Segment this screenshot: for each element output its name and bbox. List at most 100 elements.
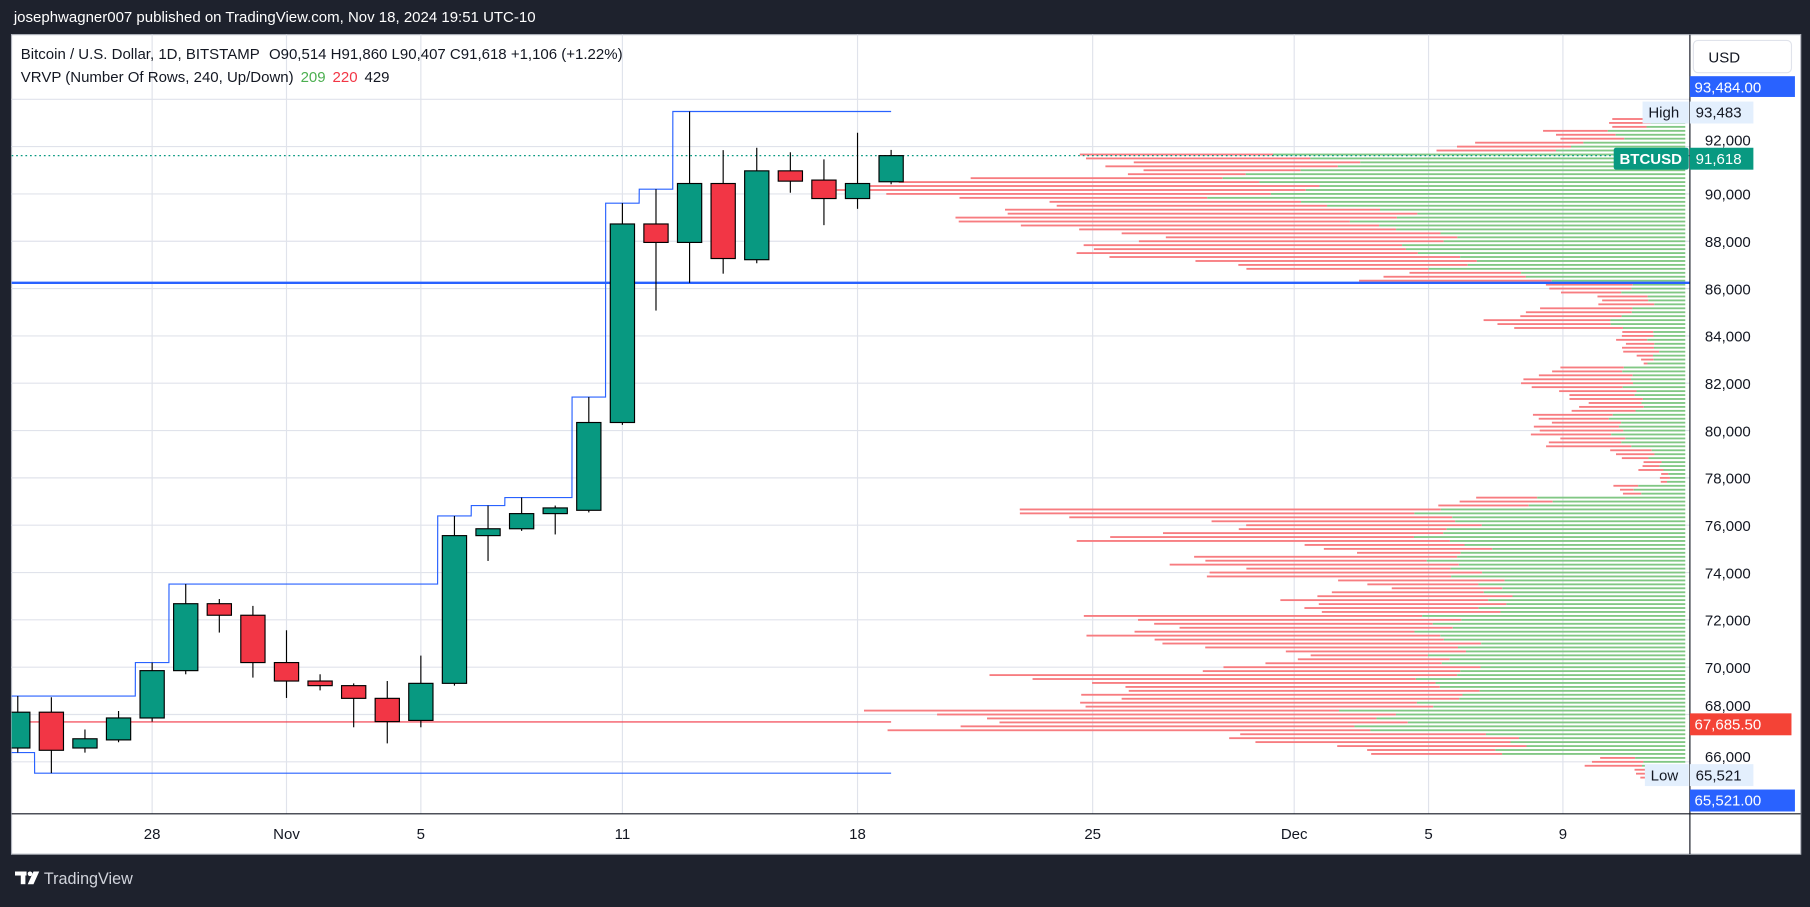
- volume-profile-down-bar: [1134, 630, 1415, 633]
- candle[interactable]: [811, 159, 837, 226]
- candle[interactable]: [508, 497, 535, 531]
- candle[interactable]: [307, 674, 333, 691]
- volume-profile-down-bar: [1238, 263, 1468, 266]
- candle[interactable]: [643, 189, 669, 311]
- candle[interactable]: [173, 584, 199, 675]
- candle[interactable]: [408, 655, 434, 728]
- volume-profile-up-bar: [1417, 252, 1686, 255]
- candle[interactable]: [38, 697, 65, 774]
- candle[interactable]: [374, 681, 400, 744]
- legend-indicator[interactable]: VRVP (Number Of Rows, 240, Up/Down) 209 22…: [21, 69, 390, 86]
- volume-profile-up-bar: [1537, 496, 1686, 499]
- date-tick-label: 18: [849, 826, 866, 843]
- volume-profile-down-bar: [1659, 476, 1670, 479]
- volume-profile-up-bar: [1433, 705, 1686, 708]
- price-tick-label: 76,000: [1705, 518, 1751, 535]
- volume-profile-down-bar: [1110, 536, 1414, 538]
- volume-profile-down-bar: [1597, 295, 1648, 298]
- volume-profile-up-bar: [1631, 287, 1686, 290]
- candle[interactable]: [878, 149, 904, 185]
- volume-profile-down-bar: [970, 177, 1223, 180]
- volume-profile-down-bar: [1304, 607, 1479, 609]
- volume-profile-up-bar: [1506, 603, 1686, 606]
- volume-profile-up-bar: [1301, 200, 1686, 203]
- candle[interactable]: [105, 710, 132, 743]
- plot-area[interactable]: [1, 110, 1690, 779]
- volume-profile-up-bar: [1607, 129, 1686, 132]
- volume-profile-down-bar: [1337, 745, 1527, 748]
- price-tick-label: 84,000: [1705, 329, 1751, 346]
- volume-profile-up-bar: [1521, 271, 1686, 274]
- volume-profile-down-bar: [1371, 753, 1503, 755]
- volume-profile-up-bar: [1435, 682, 1686, 684]
- candle-body: [844, 182, 871, 200]
- candle-body: [11, 711, 31, 749]
- volume-profile-up-bar: [1458, 646, 1686, 649]
- candle[interactable]: [139, 662, 165, 722]
- volume-profile-down-bar: [1255, 741, 1511, 744]
- volume-profile-down-bar: [886, 192, 1271, 195]
- volume-profile-down-bar: [1552, 370, 1623, 373]
- candle[interactable]: [777, 152, 804, 193]
- candle[interactable]: [72, 729, 98, 753]
- volume-profile-down-bar: [1609, 122, 1651, 124]
- candle-body: [576, 421, 602, 511]
- candle[interactable]: [542, 505, 568, 535]
- volume-profile-down-bar: [1154, 638, 1444, 641]
- date-tick-label: 11: [615, 826, 631, 843]
- volume-profile-down-bar: [1223, 666, 1481, 669]
- volume-profile-up-bar: [1512, 595, 1686, 598]
- volume-profile-up-bar: [1395, 713, 1686, 716]
- volume-profile-up-bar: [1633, 488, 1686, 491]
- candle-body: [609, 223, 636, 424]
- candle[interactable]: [340, 683, 367, 728]
- candle[interactable]: [475, 505, 501, 561]
- candle[interactable]: [273, 630, 300, 698]
- high-badge: High 93,483: [1642, 101, 1754, 124]
- volume-profile-up-bar: [1641, 492, 1686, 495]
- volume-profile-up-bar: [1631, 445, 1686, 448]
- time-axis[interactable]: 28 Nov 5 11 18 25 Dec 5 9: [144, 826, 1567, 843]
- volume-profile-up-bar: [1460, 256, 1686, 258]
- volume-profile-up-bar: [1259, 181, 1686, 184]
- candle[interactable]: [609, 203, 636, 425]
- volume-profile-down-bar: [1056, 204, 1328, 207]
- volume-profile-up-bar: [1415, 678, 1686, 680]
- volume-profile-down-bar: [1019, 512, 1415, 515]
- volume-profile-up-bar: [1427, 654, 1686, 657]
- currency-button[interactable]: USD: [1692, 39, 1793, 74]
- candle[interactable]: [710, 150, 736, 274]
- volume-profile-up-bar: [1635, 756, 1686, 759]
- volume-profile-up-bar: [1407, 721, 1686, 724]
- candle[interactable]: [6, 696, 31, 753]
- volume-profile-down-bar: [1069, 516, 1453, 519]
- candle[interactable]: [844, 132, 871, 209]
- price-tick-label: 82,000: [1705, 376, 1751, 393]
- volume-profile-down-bar: [937, 713, 1396, 716]
- candle[interactable]: [576, 397, 602, 513]
- volume-profile-up-bar: [1354, 725, 1686, 728]
- volume-profile-down-bar: [1338, 579, 1505, 582]
- volume-profile-up-bar: [1622, 386, 1686, 389]
- candle[interactable]: [676, 111, 703, 283]
- date-tick-label: Nov: [273, 826, 300, 843]
- volume-profile-up-bar: [1360, 161, 1686, 164]
- candle[interactable]: [441, 515, 468, 686]
- volume-profile-up-bar: [1480, 666, 1686, 669]
- volume-profile-down-bar: [1521, 382, 1634, 385]
- volume-profile-down-bar: [1138, 618, 1462, 621]
- volume-profile-up-bar: [1610, 323, 1686, 325]
- tradingview-logo[interactable]: TradingView: [15, 870, 133, 888]
- volume-profile-down-bar: [1560, 291, 1622, 294]
- volume-profile-down-bar: [1569, 398, 1643, 400]
- volume-profile-up-bar: [1440, 508, 1686, 511]
- volume-profile-down-bar: [1229, 737, 1519, 740]
- candle[interactable]: [240, 605, 266, 678]
- price-tick-label: 66,000: [1705, 749, 1751, 766]
- price-axis[interactable]: 92,000 90,000 88,000 86,000 84,000 82,000 80,0…: [1705, 132, 1751, 765]
- volume-profile-up-bar: [1632, 307, 1686, 310]
- volume-profile-up-bar: [1478, 607, 1686, 609]
- volume-profile-down-bar: [1661, 473, 1669, 475]
- candle[interactable]: [206, 599, 233, 633]
- candle[interactable]: [744, 147, 770, 264]
